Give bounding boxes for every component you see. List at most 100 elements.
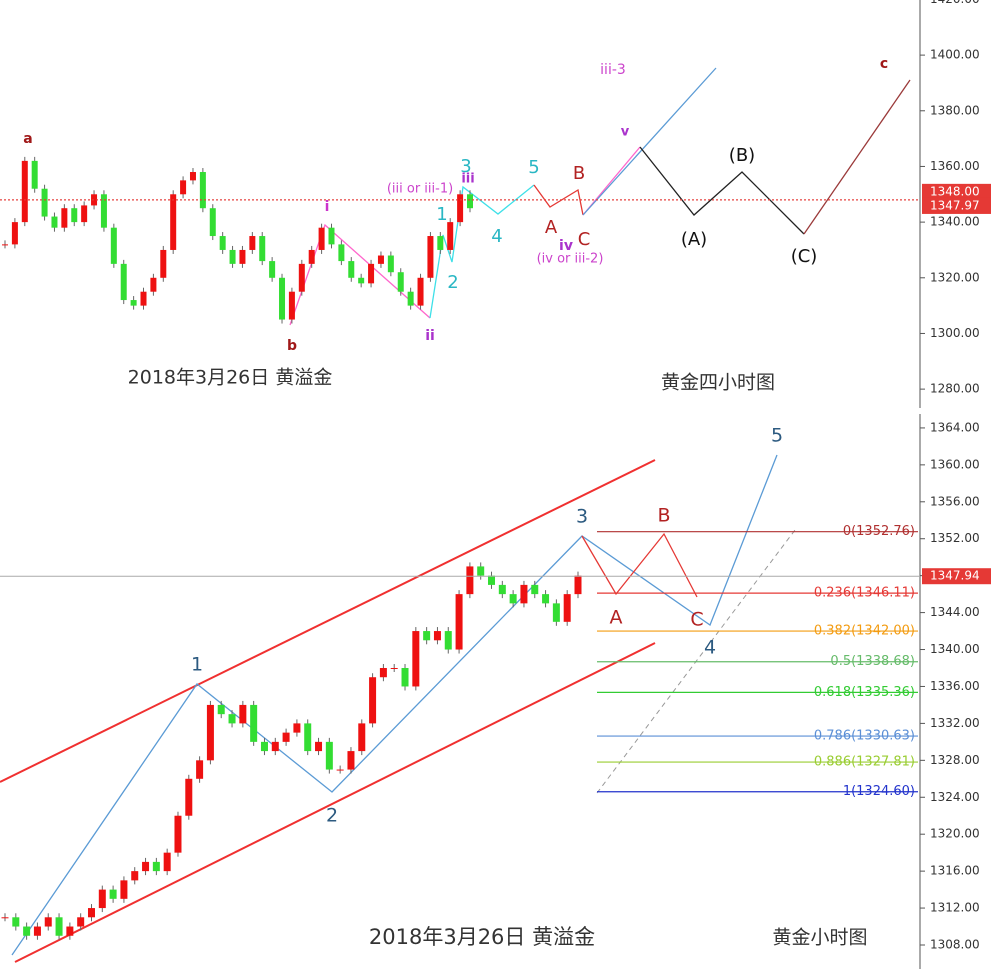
- candle-body: [206, 704, 214, 761]
- candle-body: [140, 291, 147, 306]
- wave-label: i: [325, 199, 330, 215]
- candle-body: [444, 631, 452, 650]
- wave-label: 2: [447, 272, 458, 293]
- chart-caption: 2018年3月26日 黄溢金: [128, 367, 333, 389]
- y-tick-label: 1308.00: [930, 937, 980, 951]
- candle-body: [407, 291, 414, 306]
- candle-body: [293, 723, 301, 733]
- y-tick-label: 1280.00: [930, 382, 980, 396]
- candle-body: [163, 852, 171, 872]
- candle-body: [412, 631, 420, 687]
- candle-body: [180, 180, 187, 195]
- candle-body: [100, 194, 107, 228]
- candle-body: [336, 769, 344, 771]
- y-tick-label: 1360.00: [930, 159, 980, 173]
- candle-body: [574, 575, 582, 595]
- candle-body: [219, 236, 226, 250]
- candle-body: [423, 631, 431, 641]
- candle-body: [131, 871, 139, 881]
- price-label-box: [922, 197, 991, 214]
- candle-body: [338, 244, 345, 262]
- candle-body: [229, 249, 236, 264]
- candle-body: [401, 667, 409, 687]
- candle-body: [1, 917, 9, 919]
- channel-line: [0, 459, 656, 783]
- wave-label: (iii or iii-1): [387, 182, 453, 197]
- chart-title: 黄金小时图: [772, 927, 867, 949]
- candle-body: [304, 723, 312, 752]
- fib-label: 0.382(1342.00): [814, 624, 915, 639]
- candle-body: [21, 160, 28, 223]
- candle-body: [427, 236, 434, 278]
- fib-label: 0.618(1335.36): [814, 685, 915, 700]
- candle-body: [347, 751, 355, 770]
- candle-body: [542, 594, 550, 604]
- y-tick-label: 1340.00: [930, 642, 980, 656]
- candle-body: [250, 704, 258, 742]
- wave-label: 5: [528, 157, 539, 178]
- channel-line: [14, 642, 656, 963]
- candle-body: [170, 194, 177, 250]
- candle-body: [33, 926, 41, 936]
- wave-line: [639, 146, 805, 235]
- candle-body: [150, 277, 157, 292]
- wave-label: b: [287, 338, 297, 354]
- wave-label: (C): [791, 246, 818, 267]
- candle-body: [379, 667, 387, 678]
- candle-body: [520, 584, 528, 604]
- candle-body: [228, 714, 236, 724]
- candle-body: [269, 261, 276, 278]
- y-tick-label: 1380.00: [930, 103, 980, 117]
- candle-body: [315, 741, 323, 752]
- candle-body: [279, 277, 286, 320]
- candle-body: [433, 631, 441, 641]
- candle-body: [41, 188, 48, 217]
- candle-body: [120, 263, 127, 301]
- y-tick-label: 1344.00: [930, 605, 980, 619]
- candle-body: [509, 594, 517, 604]
- fib-label: 0.786(1330.63): [814, 729, 915, 744]
- wave-line: [11, 454, 778, 956]
- candle-body: [466, 566, 474, 595]
- wave-label: iii: [461, 172, 474, 187]
- fib-label: 0.236(1346.11): [814, 586, 915, 601]
- y-tick-label: 1336.00: [930, 679, 980, 693]
- candle-body: [271, 741, 279, 752]
- candle-body: [325, 741, 333, 770]
- y-tick-label: 1356.00: [930, 494, 980, 508]
- candle-body: [2, 244, 8, 246]
- wave-label: 3: [576, 506, 588, 528]
- y-tick-label: 1320.00: [930, 827, 980, 841]
- candle-body: [358, 277, 365, 284]
- wave-label: C: [578, 229, 591, 250]
- candle-body: [217, 704, 225, 715]
- y-tick-label: 1320.00: [930, 270, 980, 284]
- y-tick-label: 1316.00: [930, 864, 980, 878]
- candle-body: [23, 926, 31, 936]
- candle-body: [44, 917, 52, 927]
- wave-label: 4: [704, 637, 716, 659]
- wave-line: [581, 532, 698, 598]
- wave-label: 4: [491, 226, 502, 247]
- candle-body: [185, 778, 193, 816]
- wave-label: iv: [559, 238, 573, 254]
- wave-label: C: [690, 609, 703, 631]
- wave-line: [803, 79, 911, 235]
- candle-body: [87, 908, 95, 918]
- wave-line: [582, 67, 717, 216]
- candle-body: [260, 741, 268, 752]
- candle-body: [77, 917, 85, 927]
- wave-line: [533, 184, 584, 216]
- candle-body: [130, 300, 137, 306]
- candle-body: [498, 584, 506, 595]
- candle-body: [467, 194, 473, 209]
- candle-body: [328, 227, 335, 245]
- candle-body: [387, 255, 394, 273]
- candle-body: [196, 760, 204, 779]
- candle-body: [189, 172, 196, 181]
- candle-body: [455, 594, 463, 650]
- candle-body: [199, 172, 206, 209]
- price-label-box: [922, 183, 991, 200]
